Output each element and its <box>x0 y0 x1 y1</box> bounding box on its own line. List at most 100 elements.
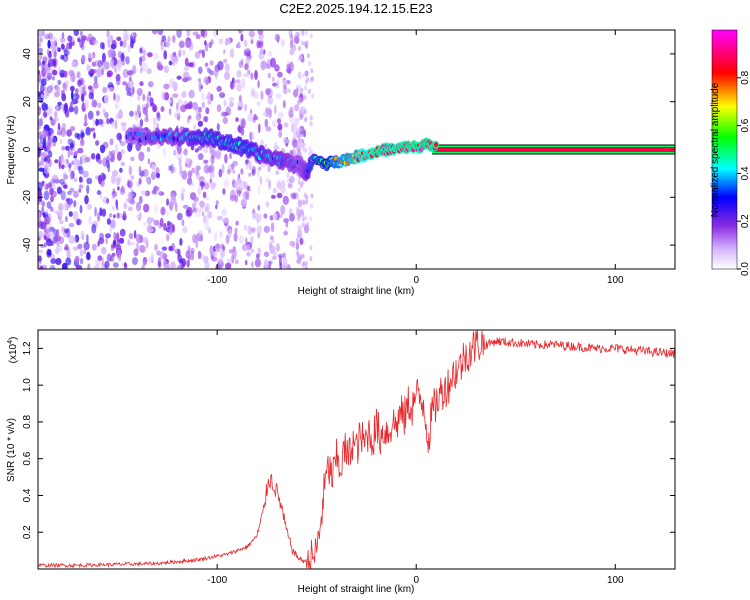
noise-blob <box>114 144 119 153</box>
noise-blob <box>133 248 139 257</box>
noise-blob <box>61 181 67 188</box>
noise-blob <box>289 240 296 247</box>
noise-blob <box>170 195 177 206</box>
noise-blob <box>170 164 174 174</box>
noise-blob <box>49 116 53 121</box>
noise-blob <box>297 187 301 192</box>
noise-blob <box>173 55 179 63</box>
noise-blob <box>75 264 83 269</box>
noise-blob <box>86 234 89 244</box>
y-tick-label: 20 <box>22 96 33 108</box>
noise-blob <box>66 158 69 164</box>
noise-blob <box>139 234 144 244</box>
noise-blob <box>255 253 260 260</box>
noise-blob <box>155 172 161 179</box>
noise-blob <box>298 150 302 156</box>
noise-blob <box>172 35 176 43</box>
noise-blob <box>272 119 277 128</box>
noise-blob <box>61 225 64 233</box>
noise-blob <box>264 118 269 128</box>
noise-blob <box>91 61 97 67</box>
noise-blob <box>79 39 84 48</box>
noise-blob <box>57 101 62 106</box>
noise-blob <box>139 81 144 87</box>
noise-blob <box>71 98 78 105</box>
noise-blob <box>117 95 121 103</box>
noise-blob <box>308 61 312 67</box>
noise-blob <box>275 64 279 70</box>
spectrogram-carrier-layer <box>432 144 675 155</box>
noise-blob <box>195 169 200 176</box>
noise-blob <box>61 262 68 269</box>
noise-blob <box>139 68 143 74</box>
spectrogram-xlabel: Height of straight line (km) <box>298 286 415 297</box>
noise-blob <box>147 228 154 233</box>
x-tick-label: 100 <box>607 575 624 586</box>
noise-blob <box>154 243 159 251</box>
noise-blob <box>55 104 59 110</box>
noise-blob <box>273 141 278 149</box>
noise-blob <box>44 61 49 69</box>
noise-blob <box>301 180 305 186</box>
noise-blob <box>229 152 232 160</box>
noise-blob <box>195 239 199 249</box>
noise-blob <box>270 57 276 68</box>
noise-blob <box>221 208 227 217</box>
noise-blob <box>68 222 75 228</box>
noise-blob <box>168 78 175 88</box>
snr-scale-label: (x104) <box>7 337 19 364</box>
noise-blob <box>161 92 167 101</box>
noise-blob <box>249 131 252 142</box>
noise-blob <box>111 193 116 200</box>
noise-blob <box>176 112 181 121</box>
noise-blob <box>197 120 204 127</box>
noise-blob <box>272 251 278 260</box>
noise-blob <box>203 116 208 122</box>
noise-blob <box>66 198 74 205</box>
noise-blob <box>160 44 165 52</box>
noise-blob <box>204 203 210 213</box>
noise-blob <box>106 198 109 204</box>
noise-blob <box>305 199 308 205</box>
noise-blob <box>181 219 185 227</box>
noise-blob <box>220 250 226 258</box>
noise-blob <box>240 198 247 208</box>
noise-blob <box>156 123 160 128</box>
noise-blob <box>59 155 64 165</box>
noise-blob <box>40 93 44 99</box>
noise-blob <box>224 153 228 164</box>
spectrogram-ylabel: Frequency (Hz) <box>6 116 17 185</box>
noise-blob <box>88 215 92 225</box>
noise-blob <box>74 132 80 139</box>
noise-blob <box>251 165 256 175</box>
noise-blob <box>39 265 44 269</box>
noise-blob <box>228 96 235 103</box>
noise-blob <box>192 234 197 244</box>
noise-blob <box>230 189 236 199</box>
noise-blob <box>79 248 84 257</box>
noise-blob <box>60 54 65 60</box>
noise-blob <box>283 139 290 144</box>
noise-blob <box>38 70 41 75</box>
noise-blob <box>263 225 270 233</box>
noise-blob <box>43 235 48 240</box>
noise-blob <box>197 185 202 196</box>
noise-blob <box>98 175 102 185</box>
noise-blob <box>214 72 218 80</box>
noise-blob <box>173 149 177 156</box>
noise-blob <box>38 190 43 198</box>
noise-blob <box>91 69 97 74</box>
noise-blob <box>91 223 97 234</box>
colorbar-tick-label: 0.0 <box>740 262 750 276</box>
noise-blob <box>289 106 294 115</box>
noise-blob <box>87 110 94 120</box>
noise-blob <box>146 216 153 225</box>
noise-blob <box>198 66 203 75</box>
noise-blob <box>70 149 73 156</box>
noise-blob <box>152 52 159 61</box>
noise-blob <box>175 108 180 118</box>
noise-blob <box>245 244 251 252</box>
noise-blob <box>172 81 178 92</box>
noise-blob <box>66 249 71 259</box>
noise-blob <box>235 259 239 265</box>
